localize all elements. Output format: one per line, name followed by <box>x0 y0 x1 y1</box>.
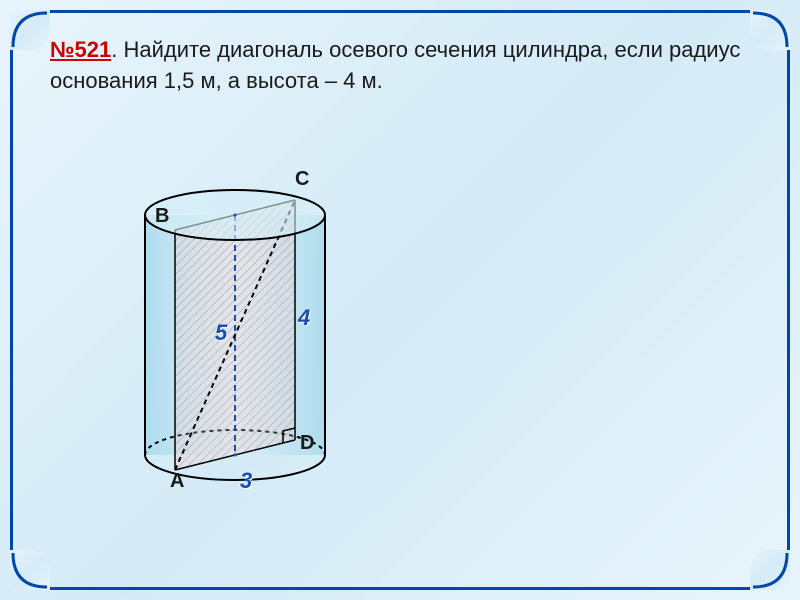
label-B: B <box>155 205 169 228</box>
label-D: D <box>300 432 314 455</box>
problem-body: . Найдите диагональ осевого сечения цили… <box>50 37 740 93</box>
problem-number: №521 <box>50 37 111 62</box>
corner-bracket-tl <box>7 7 53 53</box>
label-A: A <box>170 470 184 493</box>
corner-bracket-br <box>747 547 793 593</box>
cylinder-diagram: A B C D 5 4 3 <box>120 160 380 490</box>
value-height: 4 <box>298 305 310 331</box>
value-diagonal: 5 <box>215 320 227 346</box>
bottom-center-dot <box>234 454 237 457</box>
top-center-dot <box>234 214 237 217</box>
value-diameter: 3 <box>240 468 252 494</box>
problem-statement: №521. Найдите диагональ осевого сечения … <box>50 35 750 97</box>
corner-bracket-bl <box>7 547 53 593</box>
label-C: C <box>295 168 309 191</box>
corner-bracket-tr <box>747 7 793 53</box>
